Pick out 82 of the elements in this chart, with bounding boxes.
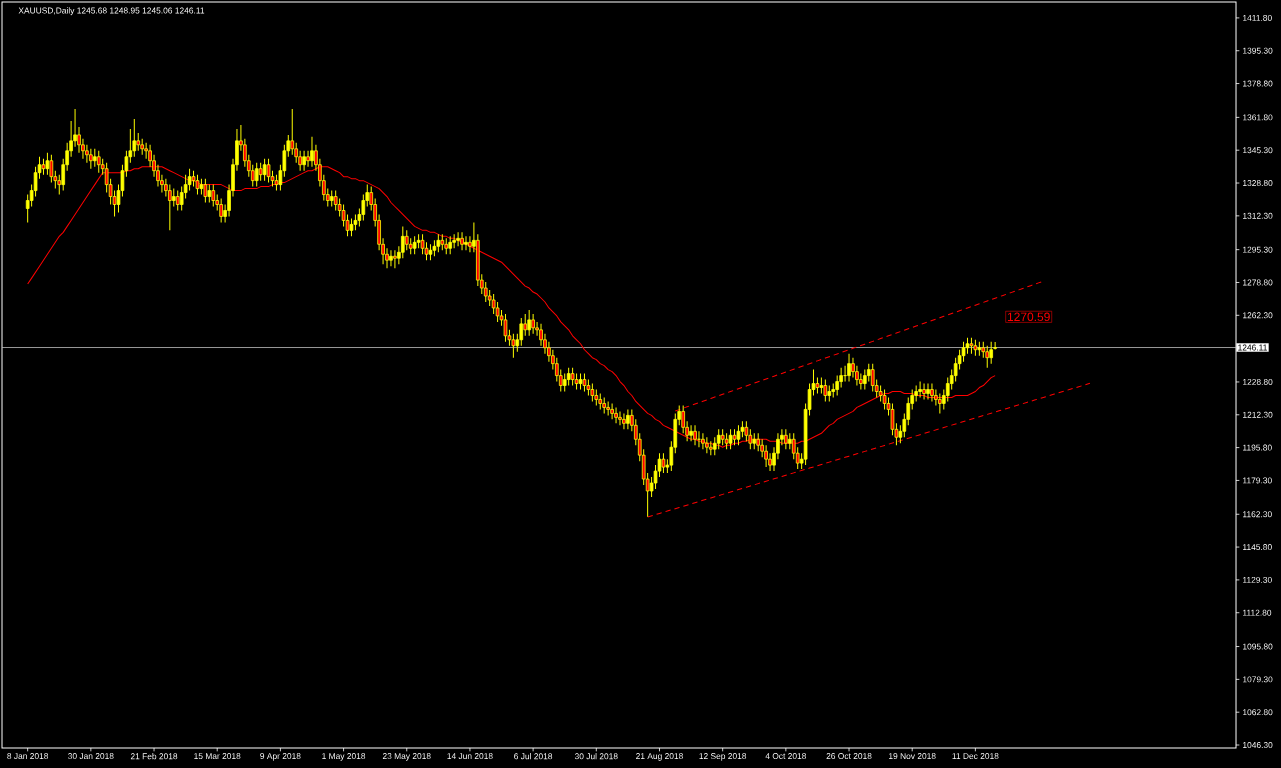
candlestick [610, 402, 614, 420]
candlestick [266, 158, 271, 184]
candlestick [468, 235, 472, 253]
y-tick-label: 1378.80 [1243, 80, 1273, 87]
candlestick [985, 345, 990, 369]
x-tick-label: 30 Jul 2018 [574, 753, 618, 760]
candlestick [89, 148, 93, 170]
candlestick [930, 383, 934, 402]
candlestick [847, 353, 851, 383]
y-tick-label: 1162.30 [1243, 511, 1272, 518]
y-tick-label: 1345.30 [1243, 147, 1273, 154]
candlestick [393, 249, 397, 269]
candlestick [49, 154, 54, 184]
y-tick-label: 1145.80 [1243, 544, 1272, 551]
y-tick-label: 1179.30 [1243, 477, 1272, 484]
y-tick-label: 1062.80 [1243, 709, 1273, 716]
candlestick [938, 392, 942, 414]
candlestick [460, 231, 464, 251]
candlestick [495, 301, 500, 323]
x-tick-label: 12 Sep 2018 [699, 753, 747, 761]
y-tick-label: 1328.80 [1243, 180, 1273, 186]
candlestick [618, 410, 622, 426]
x-tick-label: 26 Oct 2018 [826, 753, 872, 760]
y-tick-label: 1312.30 [1243, 212, 1273, 219]
y-tick-label: 1228.80 [1243, 378, 1273, 385]
x-tick-label: 9 Apr 2018 [260, 753, 301, 761]
x-tick-label: 1 May 2018 [322, 753, 366, 761]
candlestick [918, 381, 922, 398]
candlestick [45, 152, 50, 176]
candlestick [922, 383, 926, 400]
y-tick-label: 1195.80 [1243, 444, 1272, 451]
text: XAUUSD,Daily 1245.68 1248.95 1245.06 1246.11 [18, 7, 205, 16]
candlestick [464, 235, 468, 251]
candlestick [622, 412, 626, 430]
y-tick-label: 1212.30 [1243, 411, 1273, 418]
candlestick [306, 150, 310, 168]
candlestick [744, 420, 749, 442]
x-tick-label: 21 Feb 2018 [130, 753, 178, 760]
y-tick-label: 1411.80 [1243, 14, 1272, 21]
candlestick [219, 198, 223, 223]
x-tick-label: 30 Jan 2018 [68, 753, 114, 760]
annotation: 1270.59 [1007, 312, 1050, 322]
x-tick-label: 15 Mar 2018 [194, 753, 241, 760]
candlestick [626, 408, 630, 430]
candlestick [716, 428, 721, 450]
y-tick-label: 1079.30 [1243, 676, 1273, 683]
x-tick-label: 11 Dec 2018 [952, 753, 999, 760]
ref-line-label: 1246.11 [1238, 344, 1267, 351]
candlestick [254, 162, 259, 188]
candlestick [689, 424, 693, 442]
candlestick [989, 341, 994, 365]
y-tick-label: 1262.30 [1243, 312, 1273, 319]
y-tick-label: 1295.30 [1243, 246, 1273, 253]
x-tick-label: 4 Oct 2018 [765, 753, 807, 760]
candlestick [523, 313, 528, 337]
candlestick [389, 249, 393, 267]
candlestick [404, 229, 409, 251]
candlestick [614, 406, 618, 424]
x-tick-label: 6 Jul 2018 [514, 753, 553, 760]
candlestick [211, 184, 216, 207]
y-tick-label: 1278.80 [1243, 279, 1273, 286]
x-tick-label: 14 Jun 2018 [447, 753, 493, 760]
x-tick-label: 21 Aug 2018 [636, 753, 683, 761]
x-tick-label: 8 Jan 2018 [7, 753, 49, 760]
y-tick-label: 1361.80 [1243, 114, 1273, 121]
candlestick [926, 383, 930, 400]
x-tick-label: 23 May 2018 [382, 753, 431, 761]
candlestick [527, 309, 531, 337]
candlestick [483, 281, 488, 303]
candlestick [310, 136, 314, 168]
y-tick-label: 1129.30 [1243, 576, 1272, 583]
y-tick-label: 1095.80 [1243, 643, 1273, 650]
x-tick-label: 19 Nov 2018 [889, 753, 936, 760]
candlestick [503, 313, 508, 343]
candlestick [456, 231, 460, 247]
y-tick-label: 1046.30 [1243, 742, 1273, 748]
candlestick [302, 150, 306, 172]
y-tick-label: 1395.30 [1243, 47, 1273, 54]
candlestick [606, 400, 610, 416]
candlestick [290, 108, 295, 156]
candlestick [531, 313, 535, 335]
y-tick-label: 1112.80 [1243, 609, 1272, 616]
